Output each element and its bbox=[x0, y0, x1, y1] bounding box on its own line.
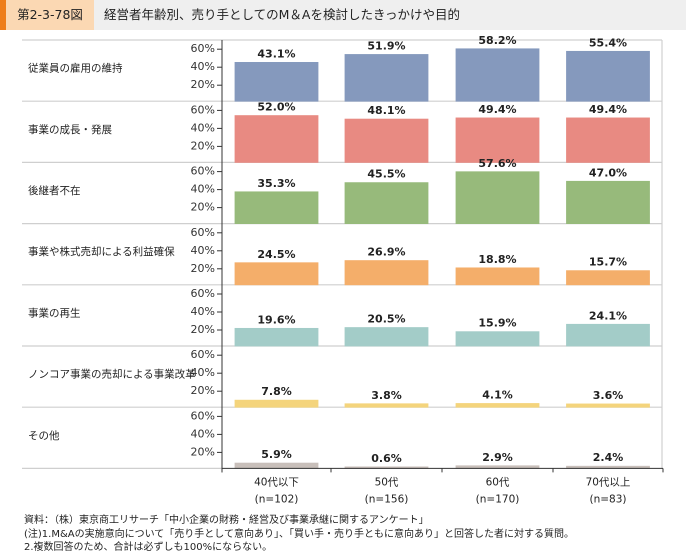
bar bbox=[455, 171, 540, 224]
y-tick-label: 40% bbox=[191, 121, 215, 134]
bar bbox=[344, 182, 429, 224]
data-label: 35.3% bbox=[257, 177, 295, 190]
header-accent-bar bbox=[0, 0, 6, 30]
row-label: その他 bbox=[28, 429, 60, 442]
y-tick-label: 20% bbox=[191, 445, 215, 458]
data-label: 45.5% bbox=[367, 168, 405, 181]
row-label: 事業や株式売却による利益確保 bbox=[28, 245, 175, 258]
x-tick-label: 50代 bbox=[375, 476, 399, 488]
data-label: 19.6% bbox=[257, 313, 295, 326]
y-tick-label: 60% bbox=[191, 103, 215, 116]
data-label: 49.4% bbox=[478, 103, 516, 116]
bar bbox=[234, 399, 319, 408]
data-label: 24.5% bbox=[257, 248, 295, 261]
bar bbox=[566, 270, 650, 286]
y-tick-label: 20% bbox=[191, 384, 215, 397]
y-tick-label: 40% bbox=[191, 427, 215, 440]
data-label: 3.6% bbox=[593, 389, 624, 402]
data-label: 5.9% bbox=[261, 448, 292, 461]
data-label: 24.1% bbox=[589, 309, 627, 322]
data-label: 58.2% bbox=[478, 34, 516, 47]
x-sample-size-label: (n=170) bbox=[476, 493, 520, 505]
y-tick-label: 60% bbox=[191, 226, 215, 239]
bar bbox=[344, 118, 429, 163]
bar bbox=[455, 48, 540, 102]
data-label: 15.7% bbox=[589, 256, 627, 269]
data-label: 48.1% bbox=[367, 104, 405, 117]
bar bbox=[344, 403, 429, 408]
data-label: 52.0% bbox=[257, 101, 295, 114]
y-tick-label: 20% bbox=[191, 323, 215, 336]
bar bbox=[344, 54, 429, 102]
bar bbox=[234, 62, 319, 102]
x-sample-size-label: (n=156) bbox=[365, 493, 409, 505]
y-tick-label: 60% bbox=[191, 42, 215, 55]
chart-footer: 資料：（株）東京商工リサーチ「中小企業の財務・経営及び事業承継に関するアンケート… bbox=[24, 514, 574, 555]
data-label: 47.0% bbox=[589, 166, 627, 179]
data-label: 4.1% bbox=[482, 389, 513, 402]
row-label: 従業員の雇用の維持 bbox=[28, 62, 123, 75]
y-tick-label: 20% bbox=[191, 78, 215, 91]
bar bbox=[234, 191, 319, 225]
bar bbox=[344, 260, 429, 286]
data-label: 55.4% bbox=[589, 36, 627, 49]
bar bbox=[566, 117, 650, 163]
data-label: 7.8% bbox=[261, 385, 292, 398]
data-label: 2.4% bbox=[593, 451, 624, 464]
x-tick-label: 70代以上 bbox=[586, 476, 631, 488]
y-tick-label: 60% bbox=[191, 348, 215, 361]
y-tick-label: 40% bbox=[191, 60, 215, 73]
bar bbox=[455, 267, 540, 286]
bar bbox=[234, 262, 319, 286]
bar bbox=[566, 403, 650, 408]
x-tick-label: 40代以下 bbox=[254, 476, 299, 488]
figure-number: 第2-3-78図 bbox=[6, 0, 94, 30]
data-label: 26.9% bbox=[367, 246, 405, 259]
bar bbox=[566, 50, 650, 102]
source-note: 資料：（株）東京商工リサーチ「中小企業の財務・経営及び事業承継に関するアンケート… bbox=[24, 515, 429, 526]
bar bbox=[566, 323, 650, 347]
chart-svg: 従業員の雇用の維持 20% 40% 60% 43.1% 51.9% 58.2% 55.4% 事業… bbox=[22, 34, 664, 505]
data-label: 49.4% bbox=[589, 103, 627, 116]
bar bbox=[455, 403, 540, 408]
data-label: 20.5% bbox=[367, 313, 405, 326]
bar bbox=[455, 117, 540, 163]
note-1: (注)1.M&Aの実施意向について「売り手として意向あり」、「買い手・売り手とも… bbox=[24, 528, 575, 540]
data-label: 57.6% bbox=[478, 157, 516, 170]
x-tick-label: 60代 bbox=[486, 476, 510, 488]
y-tick-label: 40% bbox=[191, 183, 215, 196]
y-tick-label: 60% bbox=[191, 409, 215, 422]
y-tick-label: 40% bbox=[191, 366, 215, 379]
data-label: 0.6% bbox=[371, 452, 402, 465]
figure-header: 第2-3-78図 経営者年齢別、売り手としてのM＆Aを検討したきっかけや目的 bbox=[0, 0, 686, 30]
bar bbox=[234, 462, 319, 469]
bar bbox=[234, 115, 319, 163]
data-label: 43.1% bbox=[257, 47, 295, 60]
data-label: 15.9% bbox=[478, 317, 516, 330]
row-label: ノンコア事業の売却による事業改革 bbox=[28, 368, 196, 381]
y-tick-label: 60% bbox=[191, 287, 215, 300]
data-label: 51.9% bbox=[367, 39, 405, 52]
note-2: 2.複数回答のため、合計は必ずしも100%にならない。 bbox=[24, 542, 273, 553]
row-label: 事業の成長・発展 bbox=[28, 123, 112, 136]
data-label: 2.9% bbox=[482, 451, 513, 464]
data-label: 18.8% bbox=[478, 253, 516, 266]
y-tick-label: 40% bbox=[191, 305, 215, 318]
data-label: 3.8% bbox=[371, 389, 402, 402]
x-sample-size-label: (n=83) bbox=[589, 493, 626, 505]
bar bbox=[566, 180, 650, 225]
y-tick-label: 20% bbox=[191, 201, 215, 214]
bar bbox=[344, 327, 429, 347]
bar bbox=[455, 331, 540, 347]
x-sample-size-label: (n=102) bbox=[255, 493, 299, 505]
row-label: 事業の再生 bbox=[28, 306, 81, 319]
bar bbox=[234, 327, 319, 347]
row-label: 後継者不在 bbox=[28, 184, 81, 197]
y-tick-label: 60% bbox=[191, 165, 215, 178]
figure-title: 経営者年齢別、売り手としてのM＆Aを検討したきっかけや目的 bbox=[104, 7, 460, 22]
y-tick-label: 20% bbox=[191, 139, 215, 152]
y-tick-label: 20% bbox=[191, 262, 215, 275]
y-tick-label: 40% bbox=[191, 244, 215, 257]
